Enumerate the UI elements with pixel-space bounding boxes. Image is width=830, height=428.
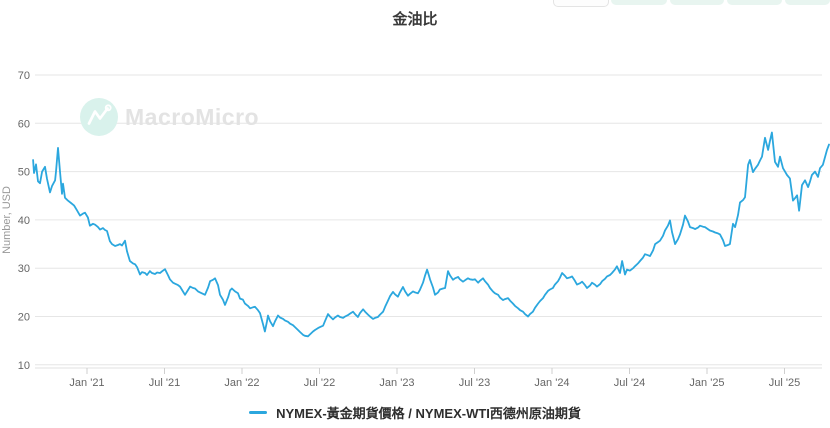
legend-line-marker xyxy=(249,410,268,414)
chart-title: 金油比 xyxy=(392,11,438,28)
x-tick-label: Jan '25 xyxy=(689,377,724,389)
y-tick-label-70: 70 xyxy=(18,70,30,82)
y-tick-label-40: 40 xyxy=(18,215,30,227)
y-tick-label-10: 10 xyxy=(18,360,30,372)
x-tick-label: Jul '22 xyxy=(304,377,335,389)
y-tick-label-60: 60 xyxy=(18,118,30,130)
y-axis-title: Number, USD xyxy=(1,186,13,254)
y-tick-label-20: 20 xyxy=(18,312,30,324)
toolbar-button-cropped-3[interactable] xyxy=(670,0,724,5)
x-tick-label: Jul '23 xyxy=(459,377,490,389)
legend-series-label: NYMEX-黃金期貨價格 / NYMEX-WTI西德州原油期貨 xyxy=(276,405,581,421)
x-tick-label: Jan '21 xyxy=(69,377,104,389)
toolbar-button-cropped-5[interactable] xyxy=(785,0,830,5)
y-tick-label-50: 50 xyxy=(18,167,30,179)
toolbar-button-cropped-4[interactable] xyxy=(727,0,782,5)
x-tick-label: Jul '25 xyxy=(769,377,800,389)
legend-item[interactable]: NYMEX-黃金期貨價格 / NYMEX-WTI西德州原油期貨 xyxy=(0,401,830,423)
x-tick-label: Jan '23 xyxy=(379,377,414,389)
x-tick-label: Jul '21 xyxy=(149,377,180,389)
series-line-gold-oil-ratio[interactable] xyxy=(32,131,830,338)
x-tick-label: Jan '24 xyxy=(534,377,569,389)
toolbar-button-cropped-1[interactable] xyxy=(553,0,609,7)
x-tick-label: Jul '24 xyxy=(614,377,645,389)
x-tick-label: Jan '22 xyxy=(224,377,259,389)
toolbar-button-cropped-2[interactable] xyxy=(611,0,667,5)
y-tick-label-30: 30 xyxy=(18,263,30,275)
